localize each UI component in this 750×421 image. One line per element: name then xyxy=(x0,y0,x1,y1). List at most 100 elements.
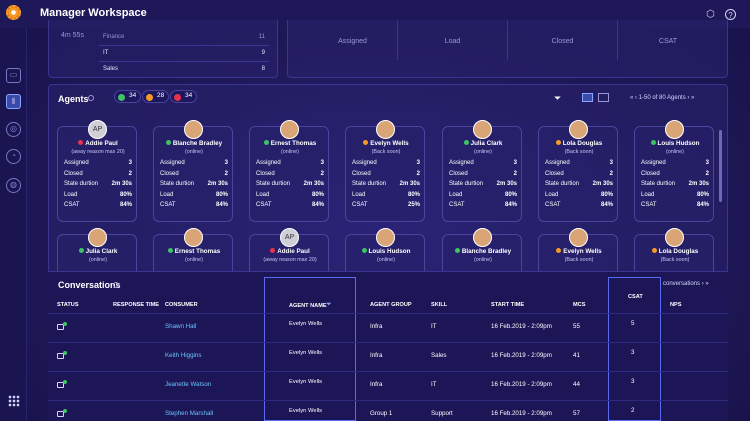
filter-icon[interactable]: ⏷ xyxy=(554,93,562,103)
agent-card[interactable]: Julia Clark (online) xyxy=(57,228,137,274)
agent-card[interactable]: AP Addie Paul (away reason max 20) xyxy=(249,228,329,274)
chart-icon[interactable]: ▮ xyxy=(6,94,21,109)
agent-name-cell: Evelyn Wells xyxy=(289,321,323,327)
agent-status: (online) xyxy=(474,257,492,263)
agent-card[interactable]: Evelyn Wells (Back soon) xyxy=(538,228,618,274)
agent-name-label: Addie Paul xyxy=(85,140,118,147)
status-count-busy[interactable]: 34 xyxy=(170,90,198,103)
agents-pager[interactable]: « ‹ 1-50 of 80 Agents › » xyxy=(630,95,695,101)
col-consumer[interactable]: CONSUMER xyxy=(165,302,198,308)
stat-label: Closed xyxy=(160,170,179,177)
col-agent-group[interactable]: AGENT GROUP xyxy=(370,302,412,308)
status-dot xyxy=(63,351,67,355)
agent-status: (online) xyxy=(185,257,203,263)
stat-label: State durtion xyxy=(641,181,676,187)
skill-cell: Support xyxy=(431,410,453,417)
stat-row: Load 80% xyxy=(641,192,709,198)
stat-row: Assigned 3 xyxy=(449,160,517,166)
table-row[interactable] xyxy=(48,313,728,342)
status-dot xyxy=(63,409,67,413)
consumer-link[interactable]: Jeanette Watson xyxy=(165,381,212,388)
stat-value: 2 xyxy=(320,170,324,177)
agent-card[interactable]: AP Addie Paul (away reason max 20) Assigned… xyxy=(57,120,137,222)
agent-card[interactable]: Lola Douglas (Back soon) Assigned 3 Closed 2 S… xyxy=(538,120,618,222)
agent-card[interactable]: Blanche Bradley (online) xyxy=(442,228,522,274)
agent-name-label: Blanche Bradley xyxy=(172,140,223,147)
consumer-link[interactable]: Keith Higgins xyxy=(165,352,202,359)
col-response-time[interactable]: RESPONSE TIME xyxy=(113,302,160,308)
status-dot xyxy=(361,248,367,253)
globe-icon[interactable]: ◍ xyxy=(6,178,21,193)
agent-card[interactable]: Julia Clark (online) Assigned 3 Closed 2 State… xyxy=(442,120,523,222)
box-icon[interactable]: ⬡ xyxy=(706,9,715,20)
info-icon[interactable] xyxy=(88,95,94,101)
stat-value: 84% xyxy=(311,202,324,208)
stat-label: Closed xyxy=(256,170,275,177)
card-view-icon[interactable] xyxy=(582,93,593,102)
column-filter-icon[interactable]: ⏷ xyxy=(326,301,332,308)
stat-label: Assigned xyxy=(545,160,570,166)
status-count-away[interactable]: 28 xyxy=(142,90,170,103)
stat-label: Load xyxy=(449,191,463,198)
col-agent-name[interactable]: AGENT NAME xyxy=(289,303,327,309)
conversations-panel xyxy=(48,271,728,421)
next-page-icon[interactable]: › » xyxy=(700,281,709,287)
col-skill[interactable]: SKILL xyxy=(431,302,448,308)
stat-row: Closed 2 xyxy=(256,171,324,177)
sidebar: ▭ ▮ ◎ ◔ ◍ xyxy=(0,28,27,421)
table-row[interactable] xyxy=(48,342,728,371)
skill-cell: IT xyxy=(431,381,437,388)
stat-label: CSAT xyxy=(64,202,80,208)
stat-row: CSAT 25% xyxy=(352,202,420,208)
agent-card[interactable]: Ernest Thomas (online) xyxy=(153,228,233,274)
agent-card[interactable]: Lola Douglas (Back soon) xyxy=(634,228,714,274)
agent-name: Julia Clark xyxy=(443,140,523,147)
stat-row: Closed 2 xyxy=(352,171,420,177)
agent-icon[interactable]: ◎ xyxy=(6,122,21,137)
agents-scrollbar[interactable] xyxy=(719,130,722,202)
status-dot xyxy=(650,140,656,145)
consumer-link[interactable]: Shawn Hall xyxy=(165,323,197,330)
col-nps[interactable]: NPS xyxy=(670,302,682,308)
agent-card[interactable]: Ernest Thomas (online) Assigned 3 Closed 2 Sta… xyxy=(249,120,329,222)
agent-card[interactable]: Louis Hudson (online) Assigned 3 Closed 2 Stat… xyxy=(634,120,714,222)
agent-card[interactable]: Blanche Bradley (online) Assigned 3 Closed 2 S… xyxy=(153,120,233,222)
stat-row: State durtion 2m 30s xyxy=(545,181,613,187)
stat-label: CSAT xyxy=(545,202,561,208)
stat-label: CSAT xyxy=(256,202,272,208)
skill-table: Finance 11 IT 9 Sales 8 xyxy=(99,29,269,78)
stat-row: Assigned 3 xyxy=(256,160,324,166)
time-value: 4m 55s xyxy=(61,32,84,39)
avatar xyxy=(376,228,395,247)
agent-card[interactable]: Evelyn Wells (Back soon) Assigned 3 Closed 2 S… xyxy=(345,120,425,222)
agent-group-cell: Infra xyxy=(370,323,383,330)
col-status[interactable]: STATUS xyxy=(57,302,79,308)
col-start-time[interactable]: START TIME xyxy=(491,302,525,308)
info-icon[interactable] xyxy=(113,282,119,288)
avatar xyxy=(569,120,588,139)
stat-row: Load 80% xyxy=(545,192,613,198)
status-dot xyxy=(165,140,171,145)
table-row[interactable] xyxy=(48,371,728,400)
consumer-link[interactable]: Stephen Marshall xyxy=(165,410,214,417)
col-mcs[interactable]: MCS xyxy=(573,302,586,308)
table-view-icon[interactable] xyxy=(598,93,609,102)
stat-row: State durtion 2m 30s xyxy=(160,181,228,187)
chat-icon[interactable]: ▭ xyxy=(6,68,21,83)
status-dot xyxy=(463,140,469,145)
stat-label: CSAT xyxy=(160,202,176,208)
conversations-pager[interactable]: conversations › » xyxy=(663,281,709,287)
status-count-online[interactable]: 34 xyxy=(114,90,142,103)
agent-card[interactable]: Louis Hudson (online) xyxy=(345,228,425,274)
row-divider xyxy=(48,371,728,372)
conversations-title: Conversations xyxy=(58,280,121,290)
next-page-icon[interactable]: › » xyxy=(685,95,695,101)
col-csat[interactable]: CSAT xyxy=(628,294,643,300)
help-icon[interactable]: ? xyxy=(725,9,736,20)
stat-value: 2m 30s xyxy=(207,181,228,187)
prev-page-icon[interactable]: « ‹ xyxy=(630,95,639,101)
stat-value: 2 xyxy=(705,170,709,177)
clock-icon[interactable]: ◔ xyxy=(6,149,21,164)
apps-grid-icon[interactable] xyxy=(8,395,20,407)
stat-value: 3 xyxy=(416,160,420,166)
